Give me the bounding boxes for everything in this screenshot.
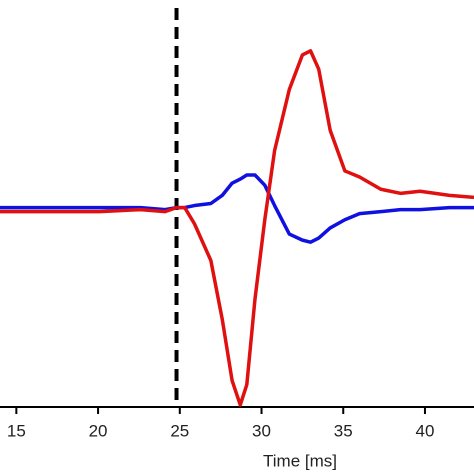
x-axis-label: Time [ms] (263, 451, 337, 470)
x-tick-label: 25 (170, 421, 189, 440)
x-tick-label: 15 (7, 421, 26, 440)
x-tick-label: 20 (89, 421, 108, 440)
x-tick-label: 40 (416, 421, 435, 440)
x-tick-label: 30 (252, 421, 271, 440)
series-line (0, 49, 474, 407)
x-tick-label: 35 (334, 421, 353, 440)
series-line (0, 173, 474, 244)
